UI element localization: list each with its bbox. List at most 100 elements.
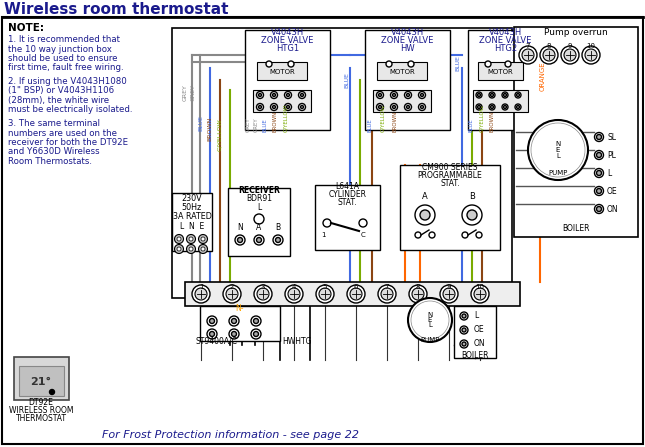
- Text: 1: 1: [199, 284, 203, 290]
- Circle shape: [189, 237, 193, 241]
- Circle shape: [476, 104, 482, 110]
- Circle shape: [223, 285, 241, 303]
- Text: BOILER: BOILER: [562, 224, 590, 233]
- Circle shape: [175, 235, 183, 244]
- Circle shape: [377, 92, 384, 98]
- Bar: [373, 90, 431, 112]
- Text: should be used to ensure: should be used to ensure: [8, 54, 117, 63]
- Circle shape: [273, 235, 283, 245]
- Circle shape: [251, 329, 261, 339]
- Circle shape: [350, 288, 362, 300]
- Text: ZONE VALVE: ZONE VALVE: [261, 36, 313, 45]
- Text: ST9400A/C: ST9400A/C: [195, 337, 237, 346]
- Circle shape: [462, 232, 468, 238]
- Circle shape: [515, 92, 521, 98]
- Circle shape: [504, 93, 506, 97]
- Text: G/YELLOW: G/YELLOW: [217, 118, 223, 151]
- Circle shape: [381, 288, 393, 300]
- Text: 7: 7: [526, 43, 530, 49]
- Circle shape: [489, 104, 495, 110]
- Circle shape: [186, 245, 195, 253]
- Text: BLUE: BLUE: [263, 118, 268, 132]
- Circle shape: [522, 49, 534, 61]
- Circle shape: [443, 288, 455, 300]
- Text: N: N: [428, 312, 433, 318]
- Circle shape: [270, 104, 277, 110]
- Circle shape: [50, 389, 54, 395]
- Circle shape: [595, 132, 604, 142]
- Bar: [14, 357, 69, 400]
- Text: G/YELLOW: G/YELLOW: [284, 104, 288, 132]
- Circle shape: [477, 105, 481, 109]
- Circle shape: [429, 232, 435, 238]
- Text: must be electrically isolated.: must be electrically isolated.: [8, 105, 132, 114]
- Circle shape: [210, 319, 215, 324]
- Text: 2: 2: [230, 284, 234, 290]
- Bar: [253, 90, 311, 112]
- Circle shape: [199, 245, 208, 253]
- Circle shape: [564, 49, 576, 61]
- Circle shape: [393, 105, 395, 109]
- Text: V4043H: V4043H: [489, 28, 522, 37]
- Text: ZONE VALVE: ZONE VALVE: [479, 36, 531, 45]
- Text: BDR91: BDR91: [246, 194, 272, 203]
- Circle shape: [505, 61, 511, 67]
- Text: RECEIVER: RECEIVER: [238, 186, 280, 195]
- Text: N: N: [237, 223, 243, 232]
- Text: L: L: [607, 169, 611, 177]
- Bar: [245, 30, 330, 130]
- Text: numbers are used on the: numbers are used on the: [8, 128, 117, 138]
- Bar: [257, 62, 307, 80]
- Circle shape: [462, 328, 466, 332]
- Text: C: C: [361, 232, 365, 238]
- Text: GREY: GREY: [183, 84, 188, 101]
- Text: BLUE: BLUE: [368, 118, 373, 132]
- Text: WIRELESS ROOM: WIRELESS ROOM: [9, 406, 74, 415]
- Text: 4: 4: [292, 284, 296, 290]
- Text: MOTOR: MOTOR: [269, 69, 295, 75]
- Text: PUMP: PUMP: [548, 170, 568, 176]
- Text: L  N  E: L N E: [180, 222, 204, 231]
- Bar: [514, 27, 638, 237]
- Text: (1" BSP) or V4043H1106: (1" BSP) or V4043H1106: [8, 87, 114, 96]
- Text: G/YELLOW: G/YELLOW: [381, 104, 386, 132]
- Bar: [315, 185, 380, 250]
- Circle shape: [561, 46, 579, 64]
- Circle shape: [272, 93, 275, 97]
- Text: 21°: 21°: [30, 377, 52, 387]
- Text: A: A: [256, 223, 262, 232]
- Circle shape: [259, 93, 261, 97]
- Circle shape: [257, 237, 261, 243]
- Circle shape: [189, 247, 193, 251]
- Text: 7: 7: [385, 284, 389, 290]
- Circle shape: [235, 235, 245, 245]
- Text: BROWN: BROWN: [490, 111, 495, 132]
- Text: ON: ON: [474, 340, 486, 349]
- Text: L641A: L641A: [335, 182, 359, 191]
- Text: L: L: [474, 312, 478, 320]
- Circle shape: [229, 329, 239, 339]
- Text: ZONE VALVE: ZONE VALVE: [381, 36, 433, 45]
- Text: GREY: GREY: [190, 84, 195, 101]
- Circle shape: [585, 49, 597, 61]
- Circle shape: [284, 92, 292, 98]
- Text: 3. The same terminal: 3. The same terminal: [8, 119, 100, 128]
- Circle shape: [347, 285, 365, 303]
- Circle shape: [440, 285, 458, 303]
- Circle shape: [408, 61, 414, 67]
- Text: STAT.: STAT.: [338, 198, 357, 207]
- Circle shape: [408, 298, 452, 342]
- Circle shape: [299, 92, 306, 98]
- Bar: [377, 62, 427, 80]
- Text: 9: 9: [568, 43, 572, 49]
- Text: (28mm), the white wire: (28mm), the white wire: [8, 96, 109, 105]
- Circle shape: [301, 105, 304, 109]
- Circle shape: [582, 46, 600, 64]
- Circle shape: [195, 288, 207, 300]
- Circle shape: [275, 237, 281, 243]
- Circle shape: [288, 61, 294, 67]
- Text: 6: 6: [353, 284, 358, 290]
- Circle shape: [177, 237, 181, 241]
- Circle shape: [257, 92, 264, 98]
- Text: PROGRAMMABLE: PROGRAMMABLE: [417, 171, 482, 180]
